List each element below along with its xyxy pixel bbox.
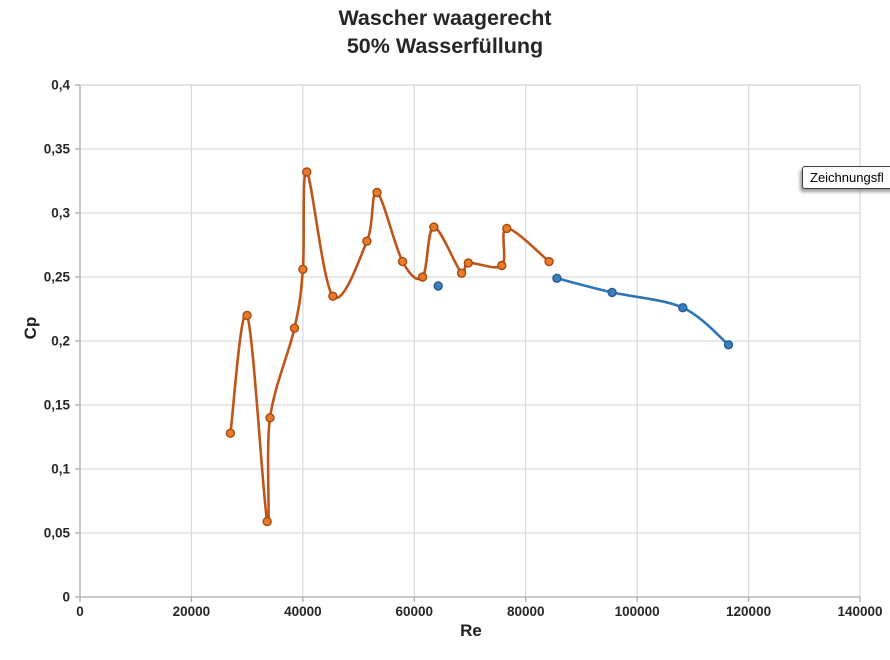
x-tick-label: 40000 [284, 604, 322, 619]
x-tick-label: 100000 [615, 604, 660, 619]
data-point-marker-orange-series [463, 258, 473, 268]
y-tick-label: 0,1 [51, 462, 70, 477]
y-tick-label: 0,15 [44, 398, 71, 413]
data-point-marker-orange-series [262, 516, 272, 527]
data-point-marker-orange-series [417, 272, 428, 282]
x-tick-label: 20000 [173, 604, 211, 619]
data-point-marker-orange-series [302, 167, 312, 177]
y-tick-label: 0,25 [44, 270, 71, 285]
data-point-marker-orange-series [242, 310, 252, 321]
data-point-marker-orange-series [362, 236, 372, 246]
data-point-marker-blue-series [678, 303, 688, 313]
data-point-marker-orange-series [372, 187, 382, 198]
chart-title-line-1: Wascher waagerecht [338, 6, 552, 30]
y-tick-label: 0,4 [51, 78, 70, 93]
data-point-marker-orange-series [456, 268, 467, 278]
chart-title-line-2: 50% Wasserfüllung [346, 34, 544, 58]
y-tick-label: 0,2 [51, 334, 70, 349]
data-point-marker-blue-single-point [433, 281, 443, 291]
y-tick-label: 0,35 [44, 142, 71, 157]
y-axis-title: Cp [21, 316, 40, 340]
data-point-marker-orange-series [497, 260, 507, 271]
data-point-marker-orange-series [289, 323, 300, 333]
data-point-marker-orange-series [225, 428, 236, 438]
plot-area-hover-tooltip: Zeichnungsfl [802, 166, 890, 189]
y-tick-label: 0,3 [51, 206, 70, 221]
data-point-marker-blue-series [607, 287, 617, 298]
x-tick-label: 120000 [726, 604, 771, 619]
data-point-marker-orange-series [502, 223, 512, 234]
x-tick-label: 80000 [507, 604, 545, 619]
data-point-marker-orange-series [328, 291, 338, 301]
data-point-marker-orange-series [265, 413, 275, 423]
x-tick-label: 60000 [396, 604, 434, 619]
data-point-marker-orange-series [544, 256, 554, 267]
x-tick-label: 140000 [837, 604, 882, 619]
data-point-marker-blue-series [552, 273, 562, 283]
data-point-marker-orange-series [397, 256, 408, 267]
y-tick-label: 0 [62, 590, 70, 605]
series-line-blue-series [555, 277, 730, 347]
series-line-orange-series [229, 170, 551, 525]
data-point-marker-blue-series [723, 340, 734, 350]
data-point-marker-orange-series [298, 264, 308, 274]
y-tick-label: 0,05 [44, 526, 71, 541]
data-point-marker-orange-series [429, 222, 439, 232]
x-axis-title: Re [460, 621, 482, 640]
x-tick-label: 0 [76, 604, 84, 619]
